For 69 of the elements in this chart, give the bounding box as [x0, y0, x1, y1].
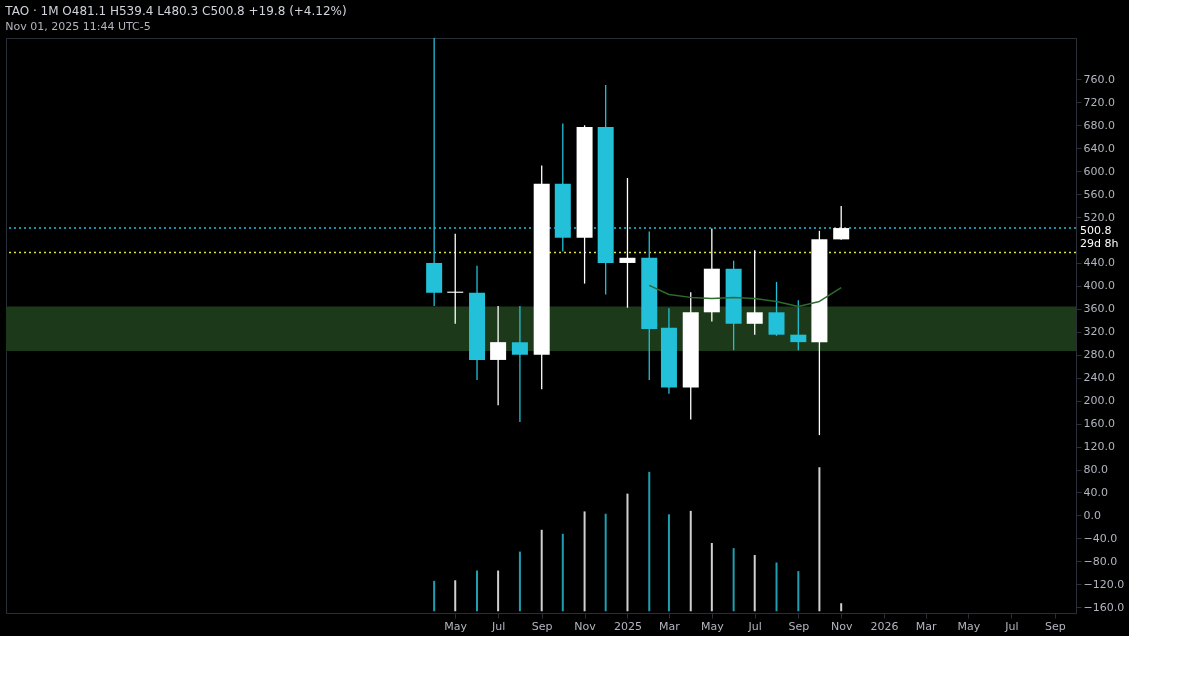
x-tick-label: Jul [1004, 619, 1019, 633]
bar [583, 511, 586, 612]
bar [818, 467, 821, 612]
y-tick-label: 320.0 [1083, 325, 1115, 339]
x-tick-label: Sep [531, 619, 553, 633]
x-tick-label: May [957, 619, 981, 633]
candlestick [768, 281, 785, 337]
x-tick-label: Nov [830, 619, 853, 633]
x-tick-label: 2026 [870, 619, 899, 633]
bar [561, 533, 564, 612]
y-tick-label: −80.0 [1083, 554, 1118, 568]
bar [710, 542, 713, 612]
x-tick-label: Mar [915, 619, 937, 633]
y-tick-label: 280.0 [1083, 348, 1115, 362]
x-tick-label: May [700, 619, 725, 633]
candlestick [490, 305, 507, 406]
y-tick-label: 360.0 [1083, 302, 1115, 316]
bar [840, 603, 843, 612]
x-tick-label: 2025 [613, 619, 642, 633]
y-tick-label: 0.0 [1083, 508, 1101, 522]
candlestick [833, 205, 850, 241]
bar [775, 562, 778, 612]
y-tick-label: 640.0 [1083, 141, 1115, 155]
y-tick-label: 80.0 [1083, 463, 1108, 477]
y-tick-label: 160.0 [1083, 417, 1115, 431]
bar [540, 529, 543, 612]
y-tick-label: −160.0 [1083, 600, 1125, 614]
y-tick-label: 40.0 [1083, 485, 1108, 499]
bar [648, 471, 651, 612]
y-tick-label: −120.0 [1083, 577, 1125, 591]
x-tick-label: Sep [1045, 619, 1066, 633]
x-tick-label: May [444, 619, 468, 633]
x-tick-label: Mar [659, 619, 681, 633]
chart-title: TAO · 1M O481.1 H539.4 L480.3 C500.8 +19.8 (+4.12%) [4, 4, 347, 19]
bar [626, 493, 629, 612]
y-tick-label: 720.0 [1083, 95, 1115, 109]
bar [433, 580, 436, 612]
bar [732, 548, 735, 612]
bar [476, 570, 479, 612]
bar [497, 570, 500, 612]
y-tick-label: 600.0 [1083, 164, 1115, 178]
chart-subtitle: Nov 01, 2025 11:44 UTC-5 [5, 20, 151, 34]
ref-line-label: 500.8 29d 8h [1080, 224, 1119, 251]
y-tick-label: 120.0 [1083, 440, 1115, 454]
line-series [648, 284, 842, 308]
bar [604, 513, 607, 612]
x-tick-label: Sep [788, 619, 810, 633]
y-tick-label: 760.0 [1083, 72, 1115, 86]
candlestick [746, 249, 763, 336]
y-tick-label: −40.0 [1083, 531, 1118, 545]
x-tick-label: Nov [574, 619, 597, 633]
bar [753, 555, 756, 612]
bar [518, 551, 521, 612]
y-tick-label: 400.0 [1083, 279, 1115, 293]
y-tick-label: 560.0 [1083, 187, 1115, 201]
y-tick-label: 680.0 [1083, 118, 1115, 132]
y-tick-label: 240.0 [1083, 371, 1115, 385]
y-tick-label: 200.0 [1083, 394, 1115, 408]
bar [689, 510, 692, 612]
x-tick-label: Jul [747, 619, 762, 633]
bar [797, 571, 800, 612]
y-tick-label: 520.0 [1083, 210, 1115, 224]
x-tick-label: Jul [490, 619, 506, 633]
y-tick-label: 440.0 [1083, 256, 1115, 270]
candlestick [511, 305, 528, 423]
bar [667, 514, 670, 612]
candlestick [619, 177, 636, 309]
candlestick [790, 299, 807, 351]
bar [454, 580, 457, 612]
